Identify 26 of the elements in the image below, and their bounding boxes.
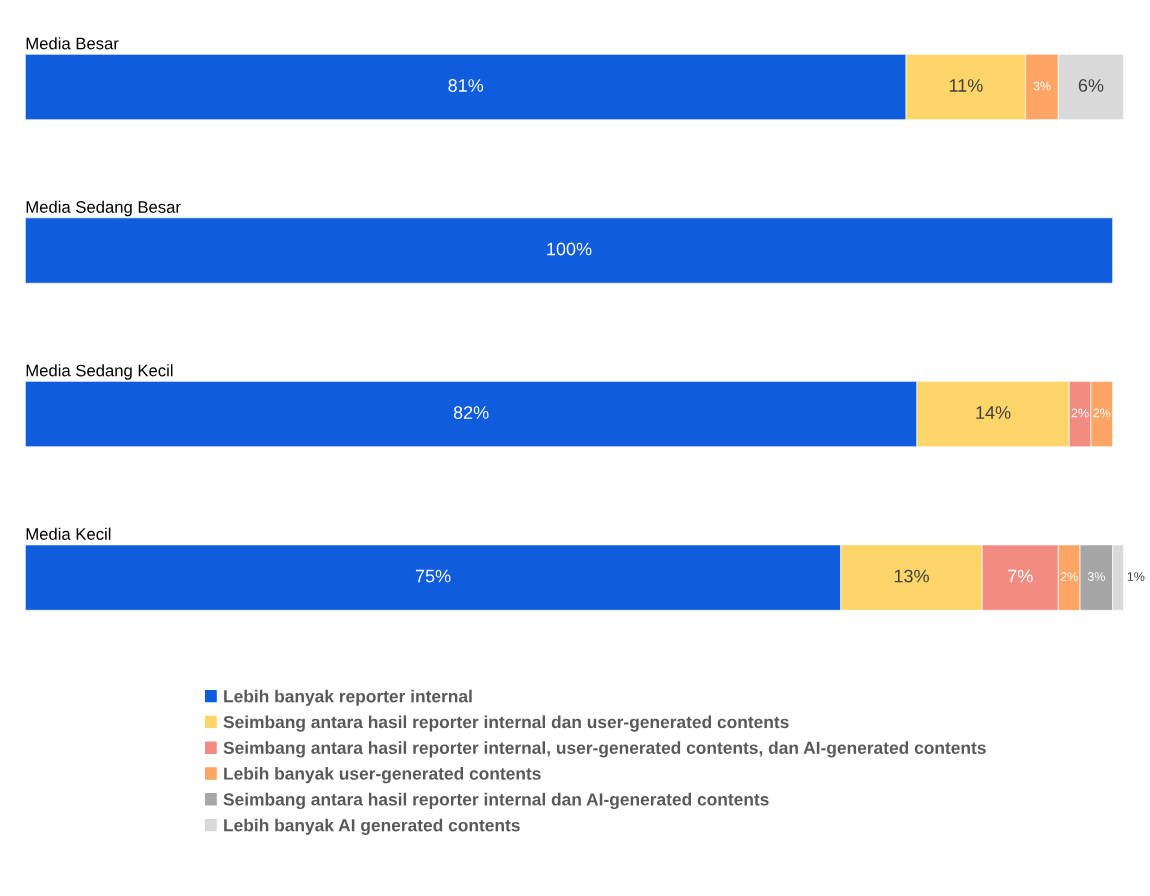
data-label: 82% — [453, 406, 489, 419]
data-label: 100% — [547, 242, 592, 256]
data-label: 2% — [1060, 572, 1078, 581]
legend-label: Seimbang antara hasil reporter internal dan AI-generated contents — [223, 792, 769, 810]
data-label: 2% — [1071, 408, 1089, 418]
data-label: 1% — [1127, 572, 1145, 581]
legend-label: Seimbang antara hasil reporter internal dan user-generated contents — [223, 715, 789, 732]
data-label: 3% — [1033, 81, 1051, 91]
data-label: 13% — [894, 569, 929, 583]
y-tick-label: Media Sedang Besar — [26, 200, 181, 217]
data-label: 81% — [448, 79, 484, 92]
y-tick-label: Media Besar — [26, 37, 119, 50]
data-label: 3% — [1087, 572, 1105, 581]
legend-label: Lebih banyak AI generated contents — [224, 818, 520, 835]
data-label: 75% — [415, 569, 451, 583]
data-label: 11% — [949, 79, 983, 92]
y-tick-label: Media Sedang Kecil — [26, 364, 173, 380]
data-label: 7% — [1008, 569, 1033, 583]
legend-label: Seimbang antara hasil reporter internal, user-generated contents, dan AI-generated contents — [223, 741, 986, 758]
data-label: 2% — [1093, 408, 1111, 418]
data-label: 6% — [1078, 79, 1104, 92]
legend-label: Lebih banyak reporter internal — [224, 689, 472, 706]
data-label: 14% — [976, 406, 1011, 419]
y-tick-label: Media Kecil — [26, 527, 111, 540]
bar — [25, 217, 1114, 284]
legend-label: Lebih banyak user-generated contents — [224, 767, 541, 784]
